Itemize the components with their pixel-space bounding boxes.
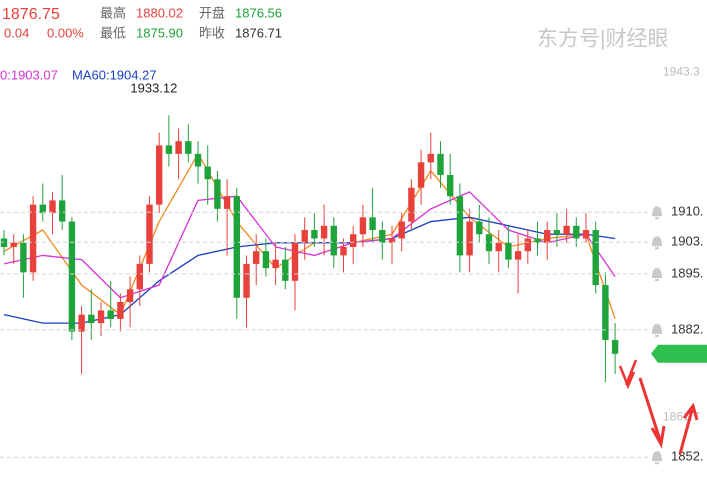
alert-icon bbox=[652, 236, 662, 250]
legend-entry: MA60:1904.27 bbox=[72, 67, 157, 82]
ma-line bbox=[3, 216, 616, 324]
label: 最高 bbox=[100, 5, 126, 20]
ma-line bbox=[3, 152, 616, 320]
y-tick-label: 1910. bbox=[671, 204, 704, 219]
change: 0.04 bbox=[4, 25, 29, 40]
legend-entry: 0:1903.07 bbox=[0, 67, 58, 82]
watermark: 东方号|财经眼 bbox=[537, 28, 668, 51]
alert-icon bbox=[652, 206, 662, 220]
label: 昨收 bbox=[199, 25, 225, 40]
max-label: 1933.12 bbox=[130, 81, 177, 96]
y-tick-label: 1882. bbox=[671, 321, 704, 336]
arrow bbox=[678, 402, 699, 455]
label: 开盘 bbox=[199, 5, 225, 20]
y-tick-label: 1903. bbox=[671, 234, 704, 249]
value: 1876.56 bbox=[235, 5, 282, 20]
value: 1875.90 bbox=[136, 25, 183, 40]
price: 1876.75 bbox=[2, 6, 60, 23]
arrow bbox=[618, 359, 638, 390]
value: 1880.02 bbox=[136, 5, 183, 20]
y-tick-label: 1895. bbox=[671, 265, 704, 280]
alert-icon bbox=[652, 268, 662, 282]
change-pct: 0.00% bbox=[47, 25, 84, 40]
alert-icon bbox=[652, 323, 662, 337]
arrow bbox=[638, 377, 666, 449]
last-price-tag bbox=[651, 344, 707, 363]
alert-icon bbox=[652, 451, 662, 465]
label: 最低 bbox=[100, 25, 126, 40]
value: 1876.71 bbox=[235, 25, 282, 40]
y-tick-label: 1943.3 bbox=[663, 64, 700, 78]
ma-line bbox=[3, 191, 616, 299]
y-tick-label: 1852. bbox=[671, 449, 704, 464]
